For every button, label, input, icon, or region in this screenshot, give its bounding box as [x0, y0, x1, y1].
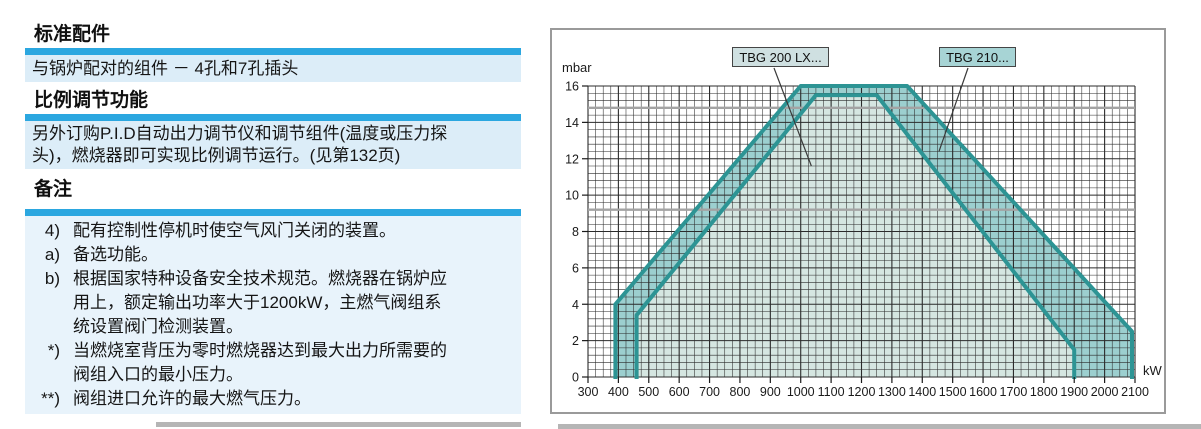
svg-text:600: 600 [669, 385, 690, 399]
svg-text:300: 300 [578, 385, 599, 399]
note-marker: *) [47, 341, 60, 360]
svg-text:2: 2 [572, 334, 579, 348]
left-panel: 标准配件 与锅炉配对的组件 － 4孔和7孔插头 比例调节功能 另外订购P.I.D… [25, 24, 521, 414]
section-body: 另外订购P.I.D自动出力调节仪和调节组件(温度或压力探 头)，燃烧器即可实现比… [25, 121, 521, 169]
section-heading: 比例调节功能 [34, 90, 149, 111]
callout-tbg-210: TBG 210... [939, 47, 1016, 67]
svg-text:14: 14 [565, 116, 579, 130]
svg-text:1100: 1100 [818, 385, 845, 399]
svg-text:2100: 2100 [1121, 385, 1149, 399]
note-marker: a) [44, 245, 60, 264]
text-line: 阀组入口的最小压力。 [73, 365, 243, 384]
chart-shadow-bar [558, 424, 1201, 429]
note-row: b) 根据国家特种设备安全技术规范。燃烧器在锅炉应 用上，额定输出功率大于120… [25, 267, 519, 339]
text-line: 另外订购P.I.D自动出力调节仪和调节组件(温度或压力探 [32, 124, 448, 143]
svg-text:1900: 1900 [1060, 385, 1088, 399]
section-standard-accessories: 标准配件 与锅炉配对的组件 － 4孔和7孔插头 [25, 24, 521, 82]
callout-label: TBG 200 LX... [739, 50, 822, 65]
callout-tbg-200-lx: TBG 200 LX... [732, 47, 829, 67]
section-divider-bar [25, 48, 521, 55]
svg-text:800: 800 [730, 385, 751, 399]
note-text: 备选功能。 [73, 243, 519, 267]
section-divider-bar [25, 114, 521, 121]
chart-panel: 0 2 4 6 8 10 12 14 16 300 400 500 600 700 800 900 1000 11… [550, 28, 1166, 414]
svg-text:1800: 1800 [1030, 385, 1058, 399]
svg-text:1600: 1600 [969, 385, 997, 399]
text-line: 备选功能。 [73, 245, 158, 264]
note-text: 当燃烧室背压为零时燃烧器达到最大出力所需要的 阀组入口的最小压力。 [73, 339, 519, 387]
svg-text:8: 8 [572, 225, 579, 239]
note-marker: b) [44, 269, 60, 288]
svg-text:1000: 1000 [787, 385, 815, 399]
section-notes: 备注 4) 配有控制性停机时使空气风门关闭的装置。 a) 备选功能。 b) [25, 179, 521, 414]
note-marker: 4) [44, 221, 60, 240]
svg-text:2000: 2000 [1091, 385, 1119, 399]
chart-svg: 0 2 4 6 8 10 12 14 16 300 400 500 600 700 800 900 1000 11… [562, 60, 1163, 399]
text-line: 用上，额定输出功率大于1200kW，主燃气阀组系 [73, 293, 442, 312]
note-row: a) 备选功能。 [25, 243, 519, 267]
svg-text:12: 12 [565, 152, 579, 166]
text-line: 当燃烧室背压为零时燃烧器达到最大出力所需要的 [73, 341, 447, 360]
svg-text:4: 4 [572, 298, 579, 312]
svg-text:900: 900 [760, 385, 781, 399]
svg-text:1500: 1500 [939, 385, 967, 399]
text-line: 统设置阀门检测装置。 [73, 317, 243, 336]
svg-text:1200: 1200 [848, 385, 876, 399]
note-row: 4) 配有控制性停机时使空气风门关闭的装置。 [25, 219, 519, 243]
section-heading: 备注 [34, 179, 73, 200]
text-line: 与锅炉配对的组件 － 4孔和7孔插头 [32, 59, 299, 78]
svg-text:1700: 1700 [1000, 385, 1028, 399]
text-line: 阀组进口允许的最大燃气压力。 [73, 389, 311, 408]
svg-text:6: 6 [572, 261, 579, 275]
notes-list: 4) 配有控制性停机时使空气风门关闭的装置。 a) 备选功能。 b) 根据国家特… [25, 216, 521, 414]
svg-text:1300: 1300 [878, 385, 906, 399]
callout-label: TBG 210... [946, 50, 1009, 65]
svg-text:mbar: mbar [562, 60, 592, 75]
svg-text:kW: kW [1143, 363, 1163, 378]
svg-text:10: 10 [565, 189, 579, 203]
section-heading: 标准配件 [34, 24, 111, 45]
text-line: 配有控制性停机时使空气风门关闭的装置。 [73, 221, 396, 240]
text-line: 根据国家特种设备安全技术规范。燃烧器在锅炉应 [73, 269, 447, 288]
svg-text:700: 700 [699, 385, 720, 399]
section-body: 与锅炉配对的组件 － 4孔和7孔插头 [25, 55, 521, 82]
text-line: 头)，燃烧器即可实现比例调节运行。(见第132页) [32, 146, 401, 165]
note-row: **) 阀组进口允许的最大燃气压力。 [25, 387, 519, 411]
note-row: *) 当燃烧室背压为零时燃烧器达到最大出力所需要的 阀组入口的最小压力。 [25, 339, 519, 387]
note-text: 根据国家特种设备安全技术规范。燃烧器在锅炉应 用上，额定输出功率大于1200kW… [73, 267, 519, 339]
svg-text:0: 0 [572, 371, 579, 385]
note-text: 配有控制性停机时使空气风门关闭的装置。 [73, 219, 519, 243]
svg-text:1400: 1400 [908, 385, 936, 399]
section-divider-bar [25, 209, 521, 216]
svg-text:400: 400 [608, 385, 629, 399]
note-text: 阀组进口允许的最大燃气压力。 [73, 387, 519, 411]
section-proportional-control: 比例调节功能 另外订购P.I.D自动出力调节仪和调节组件(温度或压力探 头)，燃… [25, 90, 521, 169]
notes-shadow-bar [156, 422, 521, 427]
svg-text:16: 16 [565, 80, 579, 94]
note-marker: **) [41, 389, 60, 408]
svg-text:500: 500 [638, 385, 659, 399]
